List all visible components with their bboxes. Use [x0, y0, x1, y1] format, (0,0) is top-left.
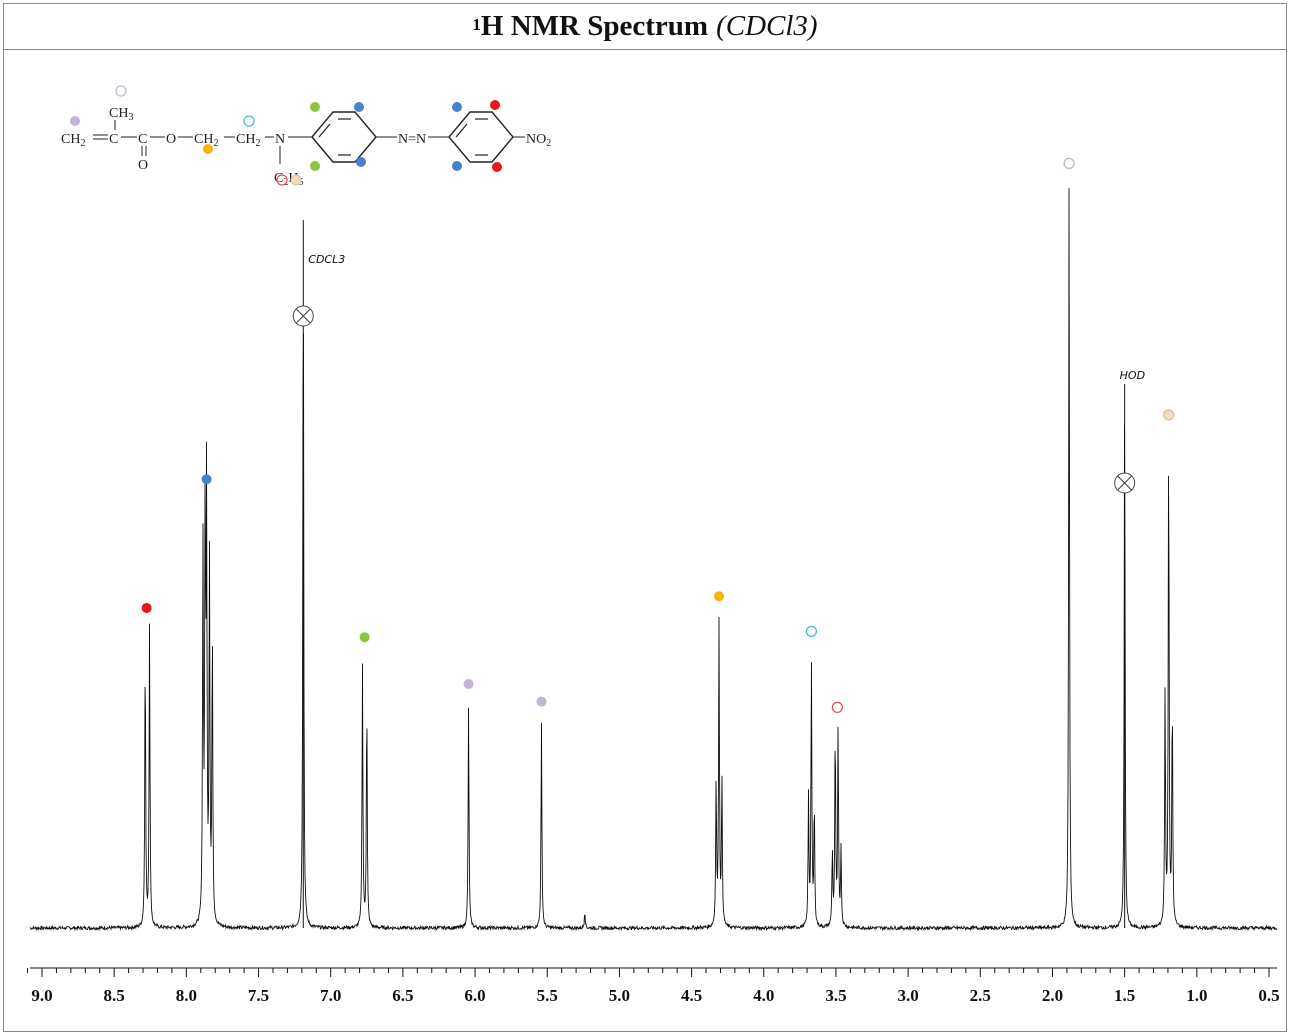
struct-marker-ring1-blue-top	[354, 102, 364, 112]
struct-marker-ring2-blue-bottom	[452, 161, 462, 171]
x-tick-label: 5.5	[537, 986, 558, 1005]
x-tick-label: 6.0	[464, 986, 485, 1005]
spectrum-layer: CDCL3 HOD	[29, 157, 1278, 932]
solvent-marker-cross	[295, 308, 311, 324]
peak-marker	[201, 474, 212, 485]
peak-marker	[141, 602, 152, 613]
x-tick-label: 1.5	[1114, 986, 1135, 1005]
x-tick-label: 3.0	[897, 986, 918, 1005]
struct-azo: N=N	[398, 132, 426, 147]
struct-marker-och2	[203, 144, 213, 154]
x-tick-label: 6.5	[392, 986, 413, 1005]
struct-marker-ethyl-ch2	[276, 174, 288, 186]
struct-ch2-vinyl: CH2	[61, 132, 85, 149]
struct-c-alpha: C	[109, 132, 118, 147]
struct-marker-ring1-green-top	[310, 102, 320, 112]
struct-n-amine: N	[275, 132, 285, 147]
peak-marker	[714, 591, 725, 602]
struct-ch2-a: CH2	[194, 132, 218, 149]
x-tick-label: 5.0	[609, 986, 630, 1005]
struct-o-ester: O	[166, 132, 176, 147]
struct-ch3: CH3	[109, 106, 133, 123]
spectrum-trace	[29, 188, 1278, 932]
x-tick-label: 0.5	[1258, 986, 1279, 1005]
x-tick-label: 4.0	[753, 986, 774, 1005]
x-axis: 9.0 8.5 8.0 7.5 7.0 6.5 6.0 5.5 5.0 4.5 4.0 3.5 3.0 2…	[27, 967, 1280, 1005]
peak-marker	[805, 625, 818, 637]
struct-marker-ring1-blue-bottom	[356, 157, 366, 167]
x-tick-label: 7.0	[320, 986, 341, 1005]
struct-marker-ring2-red-bottom	[492, 162, 502, 172]
struct-marker-ch3	[115, 85, 127, 97]
chart-title: 1 H NMR Spectrum (CDCl3)	[4, 4, 1286, 50]
solvent-peak-marker	[1114, 472, 1136, 494]
peak-marker	[1063, 157, 1075, 170]
x-tick-label: 8.0	[176, 986, 197, 1005]
x-tick-label: 1.0	[1186, 986, 1207, 1005]
struct-marker-nch2	[243, 115, 255, 127]
solvent-peak-marker	[292, 305, 314, 327]
struct-marker-ethyl-ch3	[290, 174, 302, 186]
x-tick-label: 2.0	[1042, 986, 1063, 1005]
solvent-label: HOD	[1120, 369, 1145, 382]
struct-o-carbonyl: O	[138, 158, 148, 173]
x-tick-label: 9.0	[31, 986, 52, 1005]
struct-marker-ring2-red-top	[490, 100, 500, 110]
molecule-structure: CH2 C CH3 C O O CH2 CH2 N C2H5 N=N	[61, 85, 551, 188]
struct-ch2-b: CH2	[236, 132, 260, 149]
title-solvent: (CDCl3)	[716, 10, 818, 42]
peak-marker	[463, 679, 474, 689]
x-tick-label: 3.5	[825, 986, 846, 1005]
title-main: H NMR Spectrum	[480, 10, 709, 42]
struct-c-carbonyl: C	[138, 132, 147, 147]
figure-frame: 1 H NMR Spectrum (CDCl3)	[3, 3, 1287, 1032]
x-tick-label: 2.5	[970, 986, 991, 1005]
x-tick-label: 8.5	[104, 986, 125, 1005]
x-tick-label: 4.5	[681, 986, 702, 1005]
peak-marker	[831, 701, 844, 714]
x-tick-label: 7.5	[248, 986, 269, 1005]
struct-marker-ring2-blue-top	[452, 102, 462, 112]
solvent-label: CDCL3	[308, 253, 345, 266]
struct-no2: NO2	[526, 132, 551, 149]
title-superscript: 1	[472, 14, 481, 34]
struct-marker-vinyl	[70, 116, 80, 126]
peak-marker	[359, 632, 370, 643]
solvent-marker-cross	[1117, 475, 1133, 491]
peak-marker	[536, 696, 547, 707]
struct-marker-ring1-green-bottom	[310, 161, 320, 171]
peak-marker	[1163, 409, 1175, 421]
